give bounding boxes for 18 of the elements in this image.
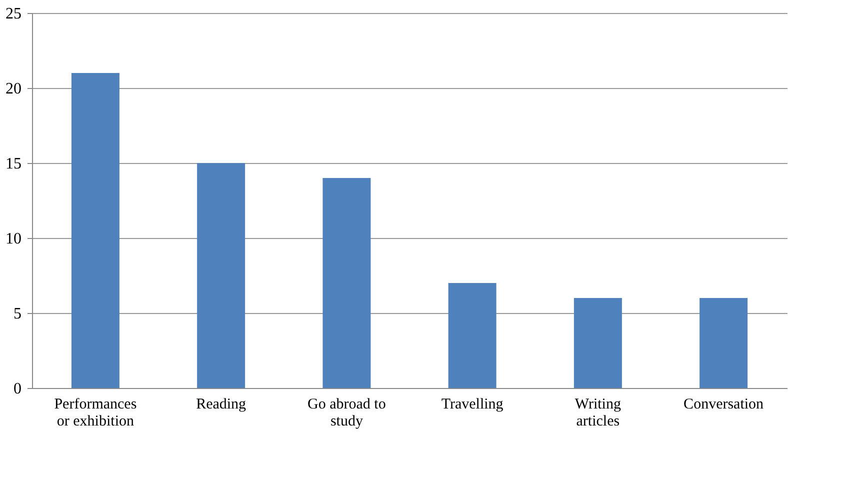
- x-tick-label: Performances or exhibition: [54, 396, 137, 430]
- y-tick-label: 20: [6, 80, 22, 98]
- bar: [197, 163, 246, 388]
- bar: [700, 298, 748, 388]
- y-tick-label: 5: [14, 306, 22, 322]
- y-tick-label: 15: [6, 156, 22, 172]
- y-tick-label: 25: [6, 6, 22, 22]
- y-tick-label: 0: [14, 380, 22, 398]
- bar: [574, 298, 622, 388]
- x-tick-label: Travelling: [441, 396, 504, 412]
- x-tick-label: Reading: [196, 396, 247, 412]
- bar: [448, 283, 496, 388]
- x-tick-label: Conversation: [684, 396, 764, 412]
- x-tick-label: Writing articles: [574, 396, 622, 430]
- y-tick-label: 10: [6, 230, 22, 248]
- x-tick-label: Go abroad to study: [308, 396, 386, 430]
- bar: [322, 178, 371, 388]
- bar: [71, 73, 120, 388]
